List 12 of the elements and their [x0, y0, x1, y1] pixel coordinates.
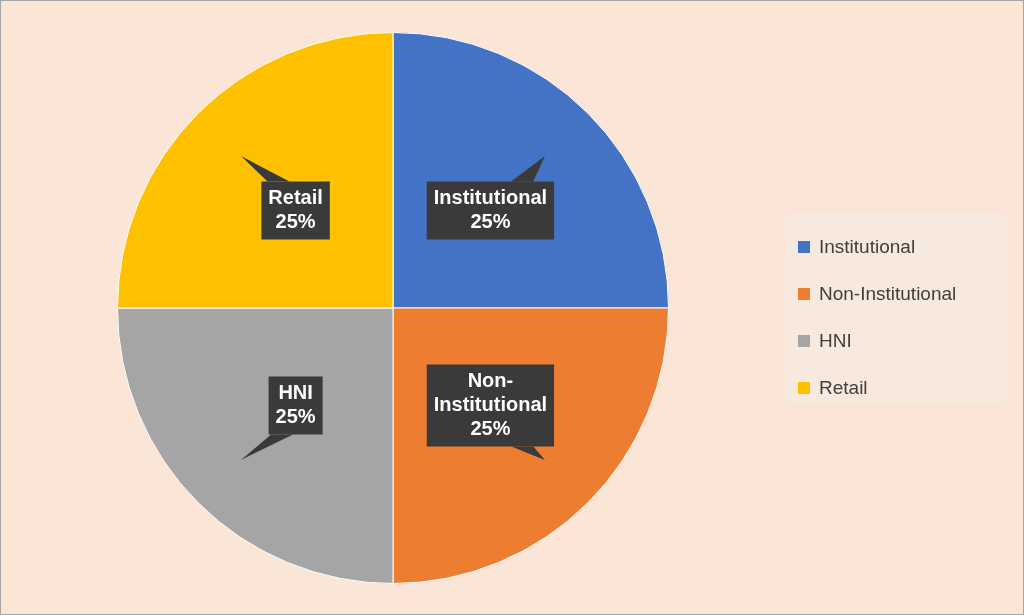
data-label: 25%: [275, 404, 316, 427]
data-label: 25%: [275, 210, 316, 233]
slice-label: Non-Institutional: [433, 368, 548, 415]
slice-label: Institutional: [433, 186, 548, 209]
legend-label: Retail: [819, 376, 868, 399]
legend-label: Non-Institutional: [819, 282, 957, 305]
legend-label: Institutional: [819, 235, 916, 258]
slice-label: Retail: [268, 186, 323, 209]
legend-label: HNI: [819, 329, 852, 352]
slice-label: HNI: [278, 380, 313, 403]
data-label: 25%: [470, 210, 511, 233]
data-label: 25%: [470, 416, 511, 439]
